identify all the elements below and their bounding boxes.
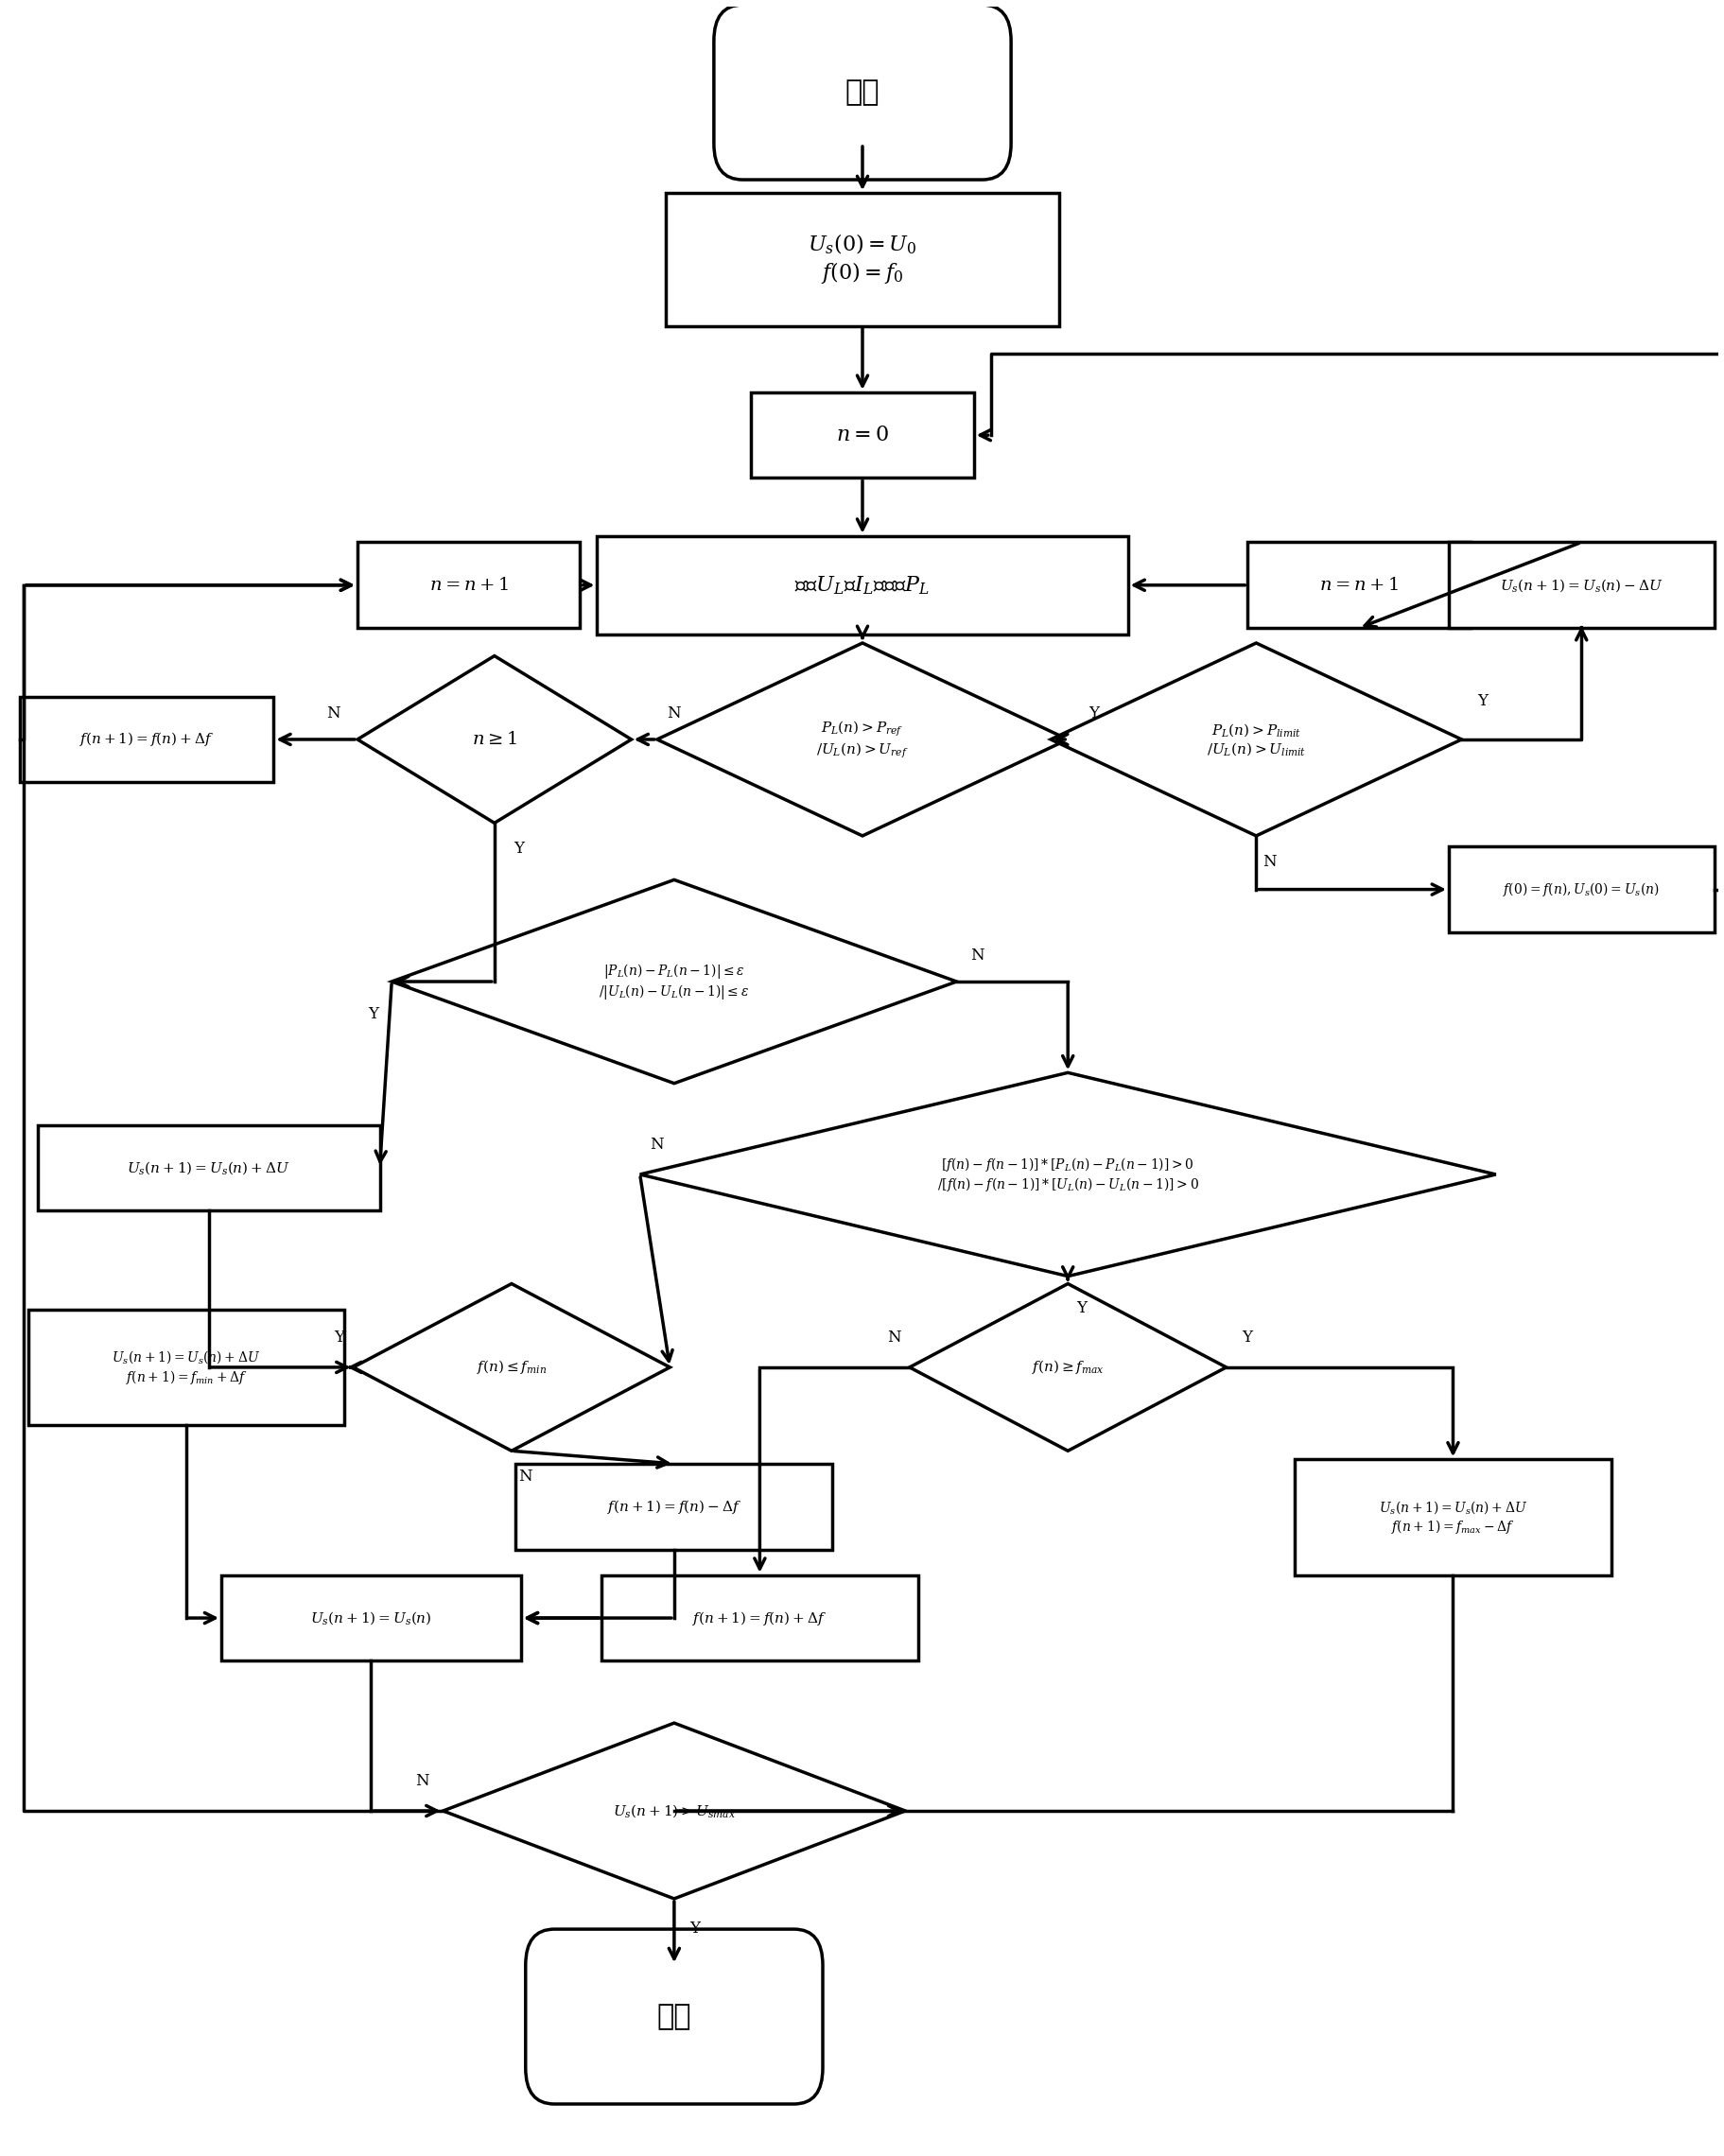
Text: Y: Y — [514, 841, 524, 856]
Bar — [602, 1576, 917, 1660]
Text: Y: Y — [1476, 692, 1486, 709]
Text: $U_s(n+1)=U_s(n)-\Delta U$: $U_s(n+1)=U_s(n)-\Delta U$ — [1498, 576, 1662, 593]
Text: Y: Y — [1076, 1300, 1086, 1317]
Text: N: N — [650, 1136, 664, 1153]
Text: $n=n+1$: $n=n+1$ — [1319, 576, 1398, 593]
Bar — [38, 1125, 379, 1212]
Text: $f(n)\leq f_{min}$: $f(n)\leq f_{min}$ — [476, 1358, 547, 1376]
Text: $U_s(n+1)=U_s(n)+\Delta U$
$f(n+1)=f_{min}+\Delta f$: $U_s(n+1)=U_s(n)+\Delta U$ $f(n+1)=f_{mi… — [112, 1348, 260, 1386]
Text: 开机: 开机 — [845, 78, 879, 106]
Bar — [665, 194, 1059, 326]
Text: $U_s(0)=U_0$
$f(0)=f_0$: $U_s(0)=U_0$ $f(0)=f_0$ — [807, 233, 917, 287]
Text: Y: Y — [1241, 1330, 1252, 1345]
Polygon shape — [391, 880, 957, 1082]
Bar — [597, 537, 1127, 634]
Text: $P_L(n)>P_{limit}$
/$U_L(n)>U_{limit}$: $P_L(n)>P_{limit}$ /$U_L(n)>U_{limit}$ — [1205, 722, 1305, 757]
Polygon shape — [657, 642, 1067, 837]
Text: $U_s(n+1)=U_s(n)$: $U_s(n+1)=U_s(n)$ — [310, 1611, 431, 1626]
Bar — [28, 1309, 345, 1425]
Text: $f(n)\geq f_{max}$: $f(n)\geq f_{max}$ — [1031, 1358, 1103, 1376]
Bar — [357, 543, 579, 627]
Text: N: N — [326, 705, 340, 722]
Polygon shape — [353, 1283, 669, 1451]
Text: N: N — [1262, 854, 1276, 869]
Text: $f(n+1)=f(n)+\Delta f$: $f(n+1)=f(n)+\Delta f$ — [693, 1608, 826, 1628]
Polygon shape — [640, 1074, 1495, 1276]
Polygon shape — [1050, 642, 1460, 837]
Text: N: N — [886, 1330, 900, 1345]
Text: $U_s(n+1)=U_s(n)+\Delta U$
$f(n+1)=f_{max}-\Delta f$: $U_s(n+1)=U_s(n)+\Delta U$ $f(n+1)=f_{ma… — [1377, 1498, 1526, 1535]
Bar — [1448, 543, 1714, 627]
Text: $n=0$: $n=0$ — [836, 425, 888, 446]
Text: $[f(n)-f(n-1)]*[P_L(n)-P_L(n-1)]>0$
$/[f(n)-f(n-1)]*[U_L(n)-U_L(n-1)]>0$: $[f(n)-f(n-1)]*[P_L(n)-P_L(n-1)]>0$ $/[f… — [936, 1156, 1198, 1194]
Text: N: N — [415, 1772, 429, 1789]
FancyBboxPatch shape — [714, 4, 1010, 179]
Text: N: N — [667, 705, 681, 722]
Bar — [750, 392, 974, 479]
Text: 采集$U_L$、$I_L$并计算$P_L$: 采集$U_L$、$I_L$并计算$P_L$ — [795, 573, 929, 597]
Text: $n=n+1$: $n=n+1$ — [429, 576, 509, 593]
Text: N: N — [969, 949, 983, 964]
Text: Y: Y — [334, 1330, 345, 1345]
Text: $n\geq 1$: $n\geq 1$ — [472, 731, 517, 748]
Text: $f(0)=f(n),U_s(0)=U_s(n)$: $f(0)=f(n),U_s(0)=U_s(n)$ — [1502, 880, 1658, 899]
Bar — [221, 1576, 521, 1660]
Text: Y: Y — [367, 1005, 378, 1022]
Text: $|P_L(n)-P_L(n-1)|\leq\varepsilon$
/$|U_L(n)-U_L(n-1)|\leq\varepsilon$: $|P_L(n)-P_L(n-1)|\leq\varepsilon$ /$|U_… — [598, 962, 748, 1003]
Text: Y: Y — [690, 1921, 700, 1936]
Bar — [1448, 847, 1714, 931]
Text: $U_s(n+1)=U_s(n)+\Delta U$: $U_s(n+1)=U_s(n)+\Delta U$ — [128, 1160, 290, 1177]
Text: Y: Y — [1088, 705, 1098, 722]
FancyBboxPatch shape — [526, 1930, 822, 2104]
Text: N: N — [517, 1468, 533, 1485]
Polygon shape — [357, 655, 631, 824]
Bar — [1246, 543, 1469, 627]
Text: $f(n+1)=f(n)+\Delta f$: $f(n+1)=f(n)+\Delta f$ — [79, 731, 214, 748]
Text: $U_s(n+1)>U_{smax}$: $U_s(n+1)>U_{smax}$ — [612, 1802, 734, 1820]
Bar — [21, 696, 274, 783]
Bar — [1295, 1460, 1610, 1576]
Text: $f(n+1)=f(n)-\Delta f$: $f(n+1)=f(n)-\Delta f$ — [607, 1498, 741, 1516]
Text: 关机: 关机 — [657, 2003, 691, 2031]
Polygon shape — [909, 1283, 1226, 1451]
Bar — [515, 1464, 833, 1550]
Text: $P_L(n)>P_{ref}$
/$U_L(n)>U_{ref}$: $P_L(n)>P_{ref}$ /$U_L(n)>U_{ref}$ — [815, 718, 909, 759]
Polygon shape — [443, 1723, 905, 1899]
